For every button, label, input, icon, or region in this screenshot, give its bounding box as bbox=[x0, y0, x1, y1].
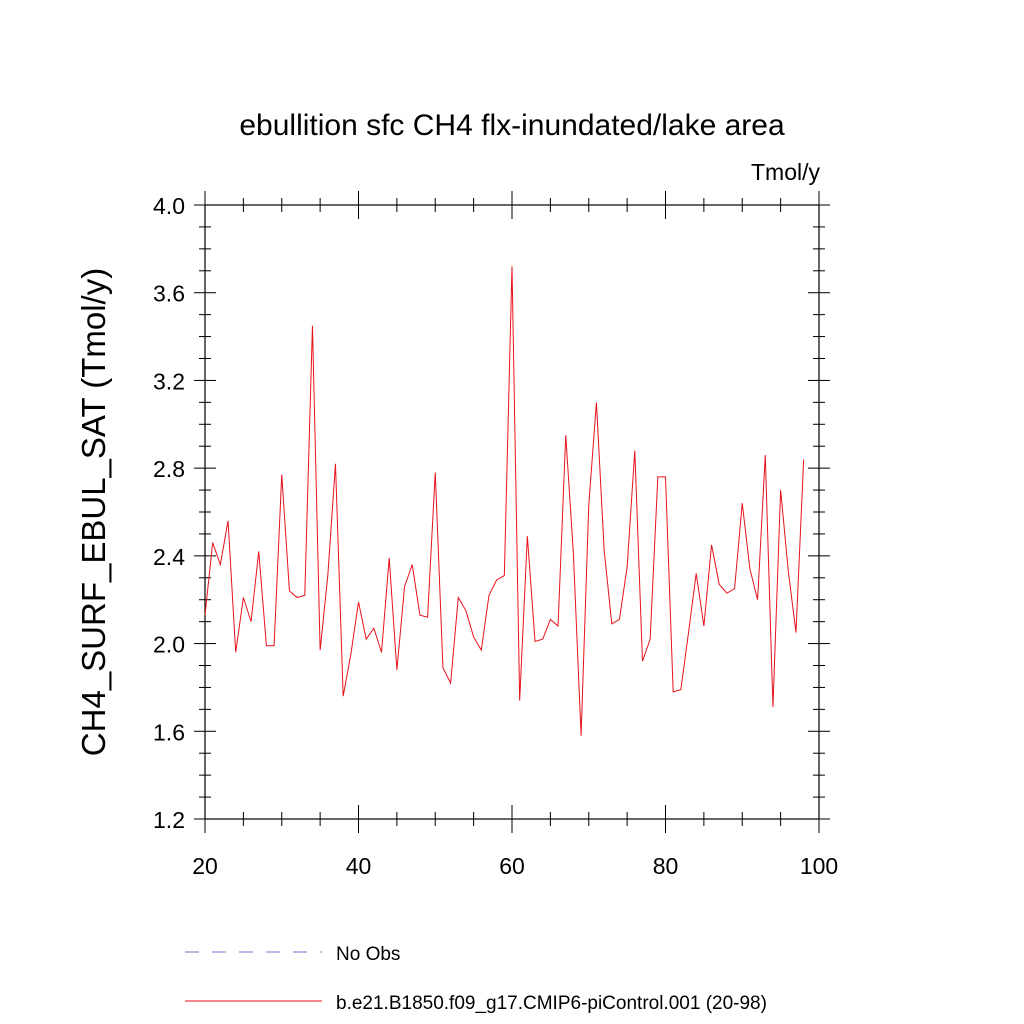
x-tick-label: 40 bbox=[346, 853, 372, 879]
units-label: Tmol/y bbox=[751, 159, 821, 185]
y-tick-label: 1.2 bbox=[153, 807, 185, 833]
x-ticks: 20 40 60 80 100 bbox=[192, 191, 838, 879]
y-tick-label: 3.6 bbox=[153, 281, 185, 307]
legend-label-no-obs: No Obs bbox=[336, 944, 400, 965]
series-line-1 bbox=[204, 266, 805, 736]
legend: No Obs b.e21.B1850.f09_g17.CMIP6-piContr… bbox=[185, 944, 767, 1014]
y-axis-label: CH4_SURF_EBUL_SAT (Tmol/y) bbox=[75, 268, 112, 756]
y-tick-label: 2.0 bbox=[153, 632, 185, 658]
y-ticks: 1.2 1.6 2.0 2.4 2.8 3.2 3.6 4.0 bbox=[153, 193, 830, 833]
y-tick-label: 2.8 bbox=[153, 456, 185, 482]
series-layer bbox=[204, 266, 805, 736]
x-tick-label: 80 bbox=[653, 853, 679, 879]
y-tick-label: 2.4 bbox=[153, 544, 185, 570]
x-tick-label: 60 bbox=[499, 853, 525, 879]
legend-label-control: b.e21.B1850.f09_g17.CMIP6-piControl.001 … bbox=[336, 993, 767, 1014]
chart-title: ebullition sfc CH4 flx-inundated/lake ar… bbox=[239, 109, 785, 142]
y-tick-label: 4.0 bbox=[153, 193, 185, 219]
x-tick-label: 100 bbox=[800, 853, 838, 879]
y-tick-label: 3.2 bbox=[153, 368, 185, 394]
x-tick-label: 20 bbox=[192, 853, 218, 879]
y-tick-label: 1.6 bbox=[153, 719, 185, 745]
plot-frame bbox=[204, 204, 820, 820]
